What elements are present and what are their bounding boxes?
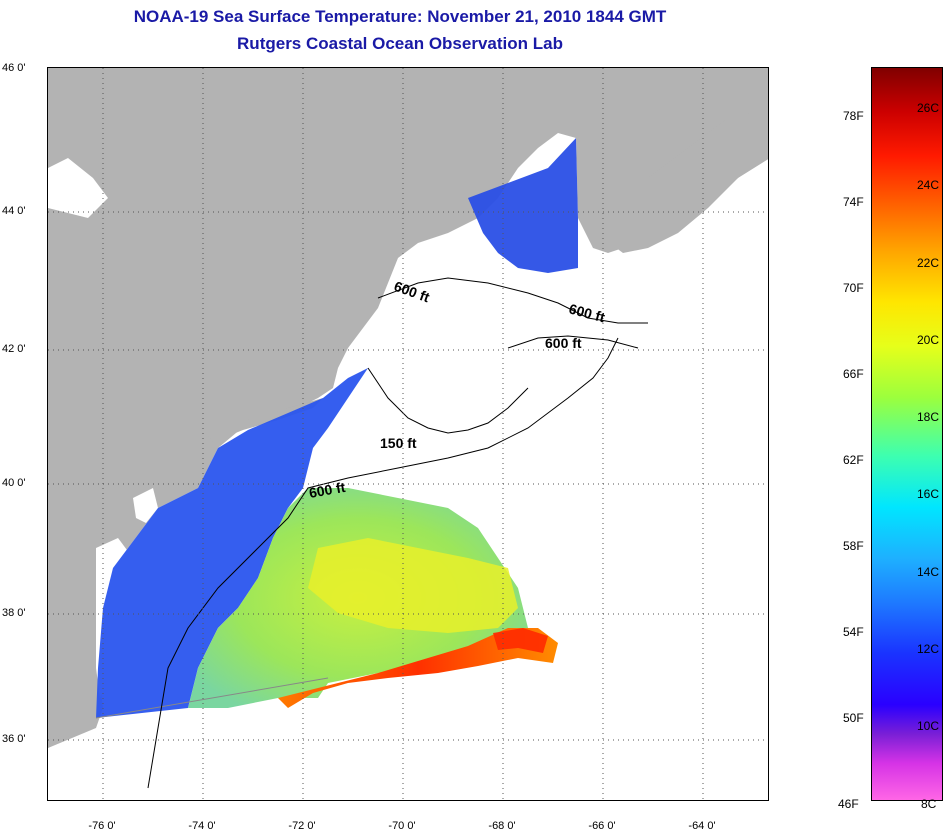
land-nova-scotia [603, 108, 768, 253]
lat-label-44: 44 0' [2, 205, 26, 217]
land-long-island [208, 398, 323, 442]
sst-blue-band [96, 368, 368, 718]
lon-label-68: -68 0' [488, 820, 516, 832]
contour-150ft [367, 367, 529, 434]
colorbar-label-50f: 50F [843, 711, 864, 725]
map-title: NOAA-19 Sea Surface Temperature: Novembe… [133, 7, 667, 26]
lon-label-66: -66 0' [588, 820, 616, 832]
lon-label-74: -74 0' [188, 820, 216, 832]
colorbar-label-22c: 22C [917, 256, 940, 270]
sst-map: 600 ft 600 ft 600 ft 150 ft 600 ft [47, 67, 769, 801]
contour-600ft-georges [507, 335, 639, 349]
colorbar-label-62f: 62F [843, 453, 864, 467]
colorbar-label-8c: 8C [921, 797, 937, 811]
sst-yellow-region [308, 538, 518, 633]
colorbar-label-12c: 12C [917, 642, 940, 656]
colorbar-label-16c: 16C [917, 487, 940, 501]
contour-600ft-gulf [377, 277, 648, 324]
lat-label-36: 36 0' [2, 733, 26, 745]
temperature-colorbar [871, 67, 943, 801]
lat-label-38: 38 0' [2, 607, 26, 619]
sst-blue-gulf-maine [468, 138, 578, 273]
lat-label-46: 46 0' [2, 62, 26, 74]
bay-delaware [133, 488, 158, 523]
contour-label-ne-channel: 600 ft [567, 300, 607, 325]
colorbar-label-46f: 46F [838, 797, 859, 811]
colorbar-label-78f: 78F [843, 109, 864, 123]
colorbar-label-70f: 70F [843, 281, 864, 295]
lon-label-72: -72 0' [288, 820, 316, 832]
lake-snow [48, 158, 108, 218]
lon-label-70: -70 0' [388, 820, 416, 832]
colorbar-label-74f: 74F [843, 195, 864, 209]
sst-map-canvas: 600 ft 600 ft 600 ft 150 ft 600 ft [48, 68, 768, 800]
colorbar-label-54f: 54F [843, 625, 864, 639]
colorbar-label-14c: 14C [917, 565, 940, 579]
colorbar-label-18c: 18C [917, 410, 940, 424]
colorbar-label-24c: 24C [917, 178, 940, 192]
lat-label-42: 42 0' [2, 343, 26, 355]
land-mainland [48, 68, 768, 748]
colorbar-label-26c: 26C [917, 101, 940, 115]
colorbar-label-58f: 58F [843, 539, 864, 553]
contour-600ft-shelf [147, 337, 619, 789]
lon-label-76: -76 0' [88, 820, 116, 832]
lat-label-40: 40 0' [2, 477, 26, 489]
lon-label-64: -64 0' [688, 820, 716, 832]
sst-warm-eddy [493, 628, 548, 653]
contour-label-georges: 600 ft [545, 335, 582, 351]
sst-gulf-stream [278, 628, 558, 708]
contour-label-150ft: 150 ft [380, 435, 417, 451]
contour-label-shelf: 600 ft [308, 479, 347, 501]
colorbar-label-66f: 66F [843, 367, 864, 381]
colorbar-label-10c: 10C [917, 719, 940, 733]
colorbar-label-20c: 20C [917, 333, 940, 347]
graticule [48, 68, 768, 800]
map-subtitle: Rutgers Coastal Ocean Observation Lab [237, 34, 563, 53]
swath-edge [95, 677, 329, 719]
